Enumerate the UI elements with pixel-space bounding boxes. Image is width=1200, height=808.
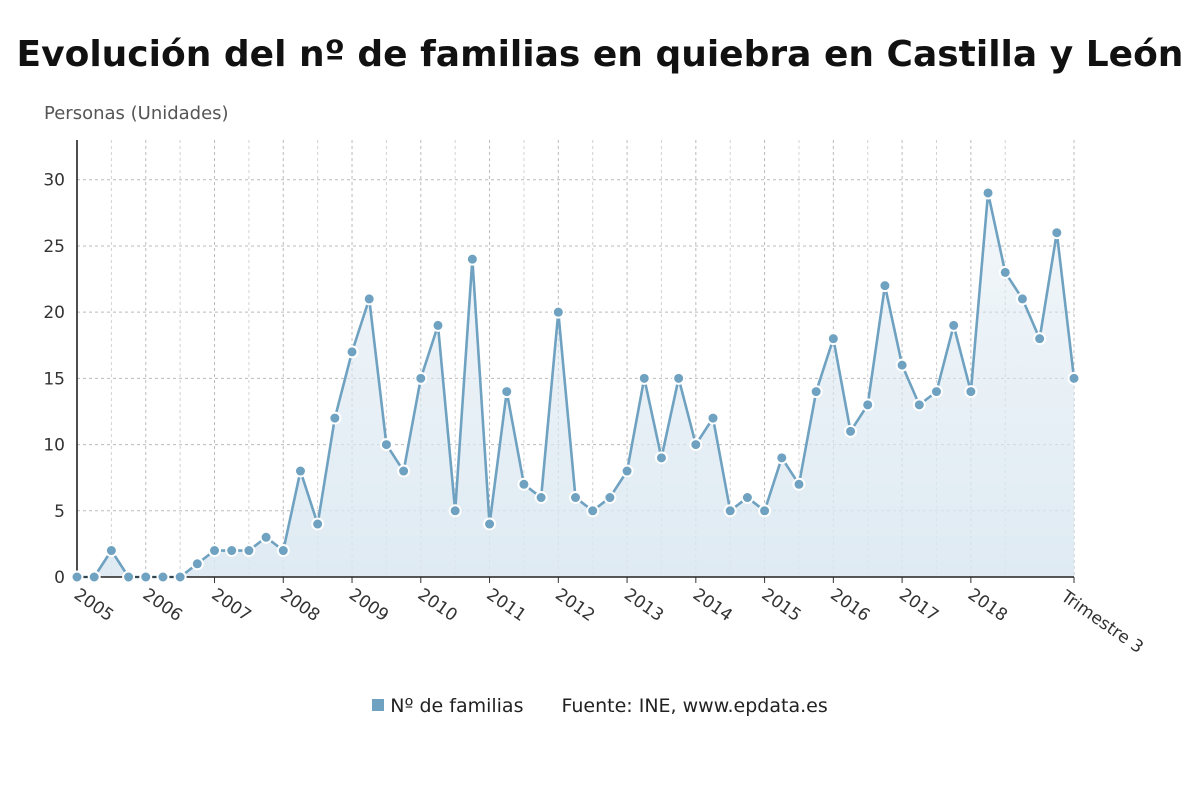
- data-point: [87, 570, 101, 584]
- data-point: [947, 318, 961, 332]
- data-point: [1015, 292, 1029, 306]
- data-point: [517, 477, 531, 491]
- data-point: [534, 491, 548, 505]
- data-point: [603, 491, 617, 505]
- y-tick-label: 20: [43, 303, 65, 323]
- data-point: [844, 424, 858, 438]
- x-tick-label: 2010: [414, 585, 461, 626]
- data-point: [672, 371, 686, 385]
- data-point: [259, 530, 273, 544]
- data-point: [981, 186, 995, 200]
- data-point: [912, 398, 926, 412]
- data-point: [620, 464, 634, 478]
- x-tick-label: 2017: [895, 585, 942, 626]
- data-point: [139, 570, 153, 584]
- legend: Nº de familias Fuente: INE, www.epdata.es: [0, 695, 1200, 717]
- data-point: [414, 371, 428, 385]
- data-point: [328, 411, 342, 425]
- chart-title: Evolución del nº de familias en quiebra …: [16, 34, 1184, 75]
- data-point: [431, 318, 445, 332]
- data-point: [500, 385, 514, 399]
- data-point: [929, 385, 943, 399]
- y-tick-label: 0: [54, 568, 65, 588]
- data-point: [569, 491, 582, 505]
- legend-series-label: Nº de familias: [390, 695, 524, 717]
- data-point: [122, 570, 136, 584]
- data-point: [276, 544, 290, 558]
- legend-swatch: [372, 699, 385, 711]
- x-tick-label: 2012: [551, 585, 598, 626]
- data-point: [586, 504, 600, 518]
- data-point: [826, 332, 840, 346]
- data-point: [397, 464, 411, 478]
- data-point: [208, 544, 222, 558]
- data-point: [345, 345, 359, 359]
- data-point: [637, 371, 651, 385]
- data-point: [740, 491, 754, 505]
- x-tick-label: 2014: [689, 585, 736, 626]
- x-tick-label: 2005: [70, 585, 117, 626]
- y-tick-label: 30: [43, 171, 65, 191]
- data-point: [1067, 371, 1081, 385]
- data-point: [242, 544, 256, 558]
- data-point: [225, 544, 239, 558]
- series-area: [77, 192, 1074, 577]
- data-point: [964, 385, 978, 399]
- data-point: [293, 464, 307, 478]
- data-point: [706, 411, 720, 425]
- data-point: [998, 265, 1012, 279]
- data-point: [654, 451, 668, 465]
- data-point: [689, 438, 703, 452]
- x-tick-label: 2015: [758, 585, 805, 626]
- data-point: [448, 504, 462, 518]
- data-point: [758, 504, 772, 518]
- data-point: [1033, 332, 1047, 346]
- y-axis-label: Personas (Unidades): [44, 103, 229, 124]
- x-tick-label: 2006: [139, 585, 186, 626]
- data-point: [551, 305, 565, 319]
- data-point: [190, 557, 204, 571]
- data-point: [311, 517, 325, 531]
- data-point: [104, 544, 118, 558]
- data-point: [1050, 226, 1064, 240]
- x-tick-label: 2018: [964, 585, 1011, 626]
- x-tick-label: 2008: [276, 585, 323, 626]
- data-point: [895, 358, 909, 372]
- y-tick-label: 10: [43, 436, 65, 456]
- y-tick-label: 5: [54, 502, 65, 522]
- source-note: Fuente: INE, www.epdata.es: [561, 695, 828, 717]
- x-tick-label: 2013: [620, 585, 667, 626]
- y-tick-label: 25: [43, 237, 65, 257]
- data-point: [723, 504, 737, 518]
- data-point: [861, 398, 875, 412]
- x-tick-label: Trimestre 3: [1056, 586, 1146, 658]
- y-tick-label: 15: [43, 369, 65, 389]
- data-point: [483, 517, 497, 531]
- data-point: [362, 292, 376, 306]
- x-tick-label: 2009: [345, 585, 392, 626]
- data-point: [156, 570, 170, 584]
- data-point: [70, 570, 84, 584]
- x-tick-label: 2011: [483, 585, 530, 626]
- x-tick-label: 2007: [208, 585, 255, 626]
- data-point: [792, 477, 806, 491]
- data-point: [809, 385, 823, 399]
- data-point: [173, 570, 187, 584]
- data-point: [379, 438, 393, 452]
- data-point: [878, 279, 892, 293]
- x-tick-label: 2016: [826, 585, 873, 626]
- data-point: [465, 252, 479, 266]
- data-point: [775, 451, 789, 465]
